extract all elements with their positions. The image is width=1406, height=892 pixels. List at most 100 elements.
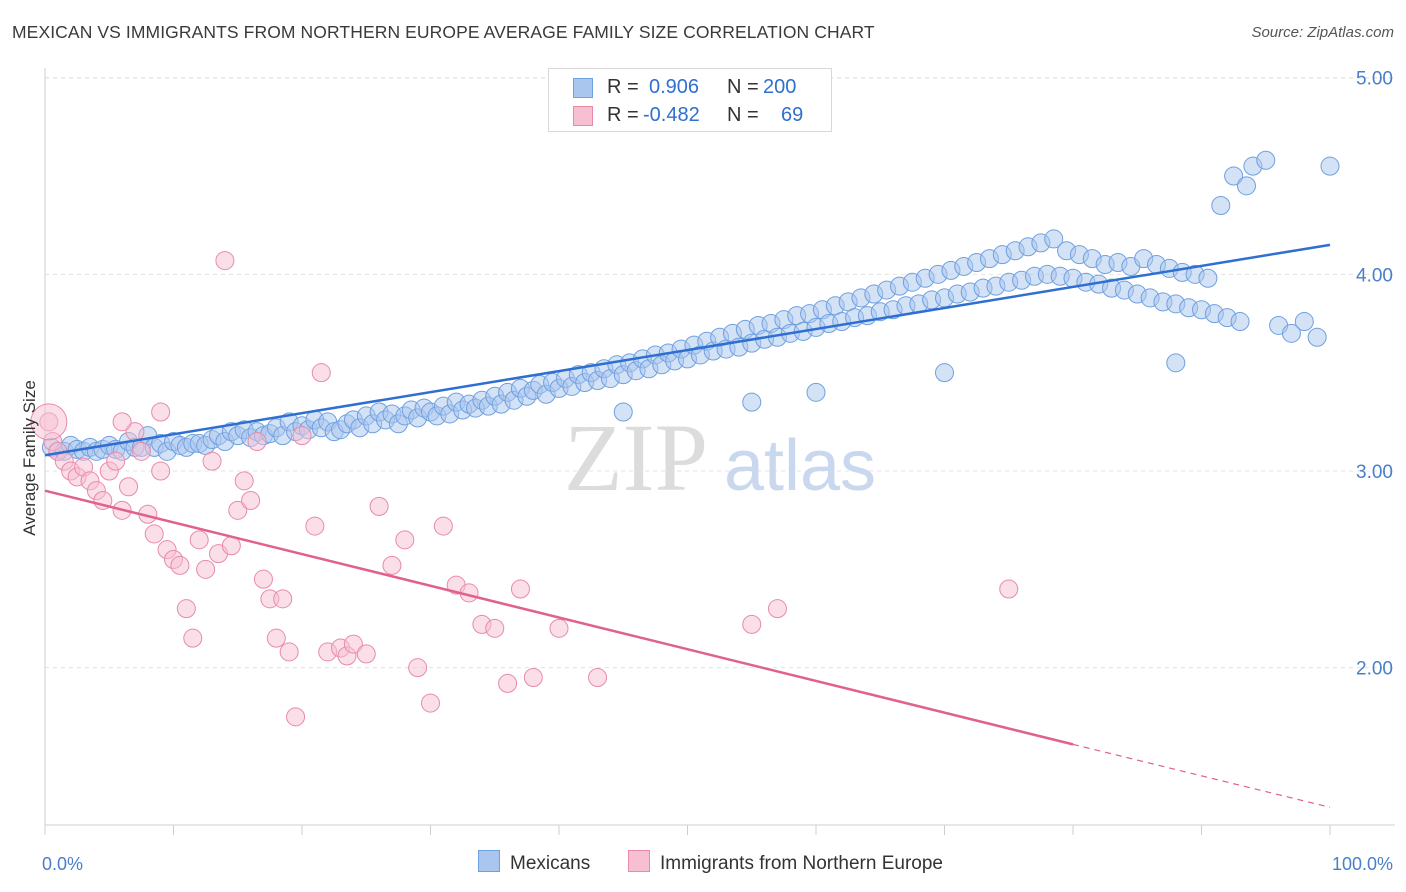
northern-europe-point: [196, 559, 216, 579]
bottom-legend-mexicans: Mexicans: [478, 850, 590, 875]
legend-r-label: R =: [607, 76, 639, 98]
northern-europe-point: [266, 628, 286, 648]
northern-europe-point: [498, 673, 518, 693]
mexicans-point: [1320, 156, 1340, 176]
mexicans-point: [1044, 229, 1064, 249]
legend-n-value: 200: [763, 76, 797, 98]
mexicans-point: [806, 382, 826, 402]
mexicans-point: [1294, 312, 1314, 332]
northern-europe-point: [228, 500, 248, 520]
northern-europe-point: [176, 599, 196, 619]
watermark-atlas: atlas: [724, 426, 876, 506]
northern-europe-point: [549, 618, 569, 638]
mexicans-point: [742, 392, 762, 412]
northern-europe-point: [144, 524, 164, 544]
mexicans-point: [1198, 268, 1218, 288]
northern-europe-point: [119, 477, 139, 497]
x-tick-labels: 0.0% 100.0%: [42, 854, 1393, 874]
mexicans-point: [613, 402, 633, 422]
northern-europe-point: [433, 516, 453, 536]
northern-europe-legend-label: Immigrants from Northern Europe: [660, 853, 943, 874]
mexicans-point: [1307, 327, 1327, 347]
northern-europe-point: [241, 491, 261, 510]
northern-europe-point: [343, 634, 363, 654]
northern-europe-point: [369, 496, 389, 516]
northern-europe-trend-line: [44, 489, 1074, 746]
northern-europe-point: [151, 461, 171, 481]
y-tick-label: 4.00: [1356, 265, 1393, 286]
axes: [44, 68, 1395, 835]
legend-r-label: R =: [607, 104, 639, 126]
northern-europe-point: [131, 441, 151, 461]
northern-europe-point: [234, 471, 254, 491]
northern-europe-point: [273, 589, 293, 609]
mexicans-point: [1256, 150, 1276, 170]
northern-europe-trend-extension: [1072, 743, 1331, 808]
northern-europe-point: [202, 451, 222, 471]
northern-europe-point: [742, 614, 762, 634]
legend-r-value: -0.482: [643, 104, 700, 126]
y-axis-label: Average Family Size: [20, 380, 39, 536]
northern-europe-point: [356, 644, 376, 664]
chart-title: MEXICAN VS IMMIGRANTS FROM NORTHERN EURO…: [12, 22, 875, 42]
northern-europe-point: [311, 363, 331, 383]
y-tick-label: 5.00: [1356, 69, 1393, 90]
data-points: [30, 150, 1340, 727]
mexicans-legend-swatch: [478, 850, 500, 872]
northern-europe-point: [151, 402, 171, 422]
mexicans-point: [1166, 353, 1186, 373]
mexicans-swatch: [573, 78, 593, 98]
northern-europe-swatch: [573, 106, 593, 126]
northern-europe-point: [382, 555, 402, 575]
y-tick-label: 2.00: [1356, 659, 1393, 680]
legend-n-label: N =: [727, 104, 759, 126]
mexicans-point: [1281, 323, 1301, 343]
legend-row-northern-europe: R = -0.482 N = 69: [549, 101, 831, 129]
watermark-zip: ZIP: [564, 404, 708, 511]
grid-lines: [45, 77, 1395, 669]
x-tick-label: 100.0%: [1332, 854, 1393, 874]
northern-europe-point: [292, 426, 312, 446]
stats-legend: R = 0.906 N = 200 R = -0.482 N = 69: [548, 68, 832, 132]
northern-europe-point: [395, 530, 415, 550]
mexicans-point: [935, 363, 954, 383]
northern-europe-point: [510, 579, 530, 599]
northern-europe-point: [767, 599, 787, 619]
northern-europe-point: [106, 451, 126, 471]
northern-europe-point: [485, 618, 505, 638]
y-tick-labels: 2.00 3.00 4.00 5.00: [1356, 69, 1393, 680]
legend-row-mexicans: R = 0.906 N = 200: [549, 73, 831, 101]
northern-europe-legend-swatch: [628, 850, 650, 872]
x-tick-label: 0.0%: [42, 854, 83, 874]
northern-europe-point: [183, 628, 203, 648]
mexicans-trend-line: [44, 243, 1331, 457]
northern-europe-point: [286, 707, 306, 727]
northern-europe-point: [247, 432, 267, 451]
northern-europe-point: [305, 516, 325, 536]
northern-europe-point: [253, 569, 273, 589]
y-tick-label: 3.00: [1356, 462, 1393, 483]
northern-europe-point-large: [30, 403, 68, 441]
northern-europe-point: [215, 251, 235, 271]
mexicans-legend-label: Mexicans: [510, 853, 591, 874]
northern-europe-point: [588, 668, 608, 687]
northern-europe-point: [421, 693, 440, 713]
legend-r-value: 0.906: [649, 76, 700, 98]
legend-n-label: N =: [727, 76, 759, 98]
trend-lines: [44, 243, 1331, 808]
mexicans-point: [1230, 312, 1250, 332]
northern-europe-point: [523, 668, 543, 687]
northern-europe-point: [999, 579, 1019, 599]
mexicans-point: [1224, 166, 1244, 186]
northern-europe-point: [112, 412, 132, 432]
legend-n-value: 69: [781, 104, 804, 126]
mexicans-point: [1236, 176, 1256, 196]
northern-europe-point: [408, 658, 428, 678]
northern-europe-point: [279, 642, 299, 662]
mexicans-point: [1211, 196, 1231, 215]
source-credit: Source: ZipAtlas.com: [1251, 24, 1394, 41]
northern-europe-point: [170, 555, 190, 575]
bottom-legend-northern-europe: Immigrants from Northern Europe: [628, 850, 943, 875]
watermark: ZIP atlas: [564, 404, 876, 511]
